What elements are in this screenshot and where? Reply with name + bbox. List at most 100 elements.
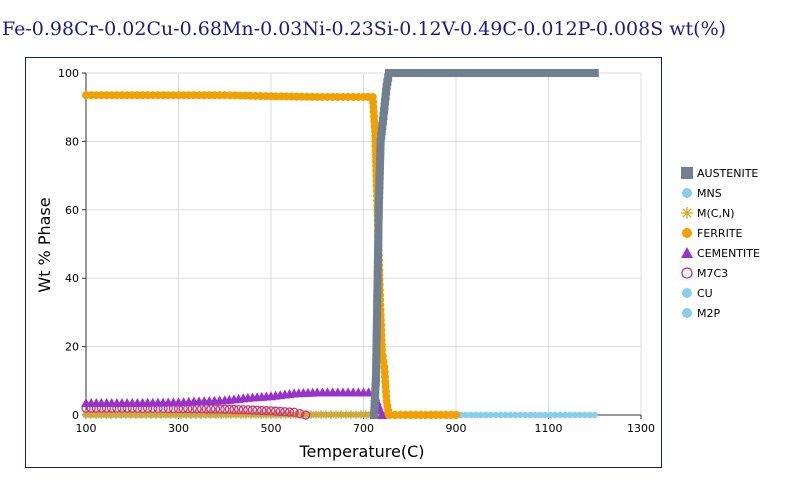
data-point-austenite: [521, 69, 530, 77]
data-point-m-c-n: [116, 410, 126, 419]
data-point-austenite: [469, 69, 478, 77]
data-point-austenite: [376, 156, 385, 165]
data-point-austenite: [371, 382, 380, 391]
data-point-austenite: [374, 205, 383, 214]
data-point-m-c-n: [126, 410, 136, 419]
data-point-austenite: [381, 97, 390, 106]
data-point-austenite: [373, 284, 382, 293]
data-point-m2p: [502, 411, 509, 419]
y-tick-label: 80: [65, 135, 79, 148]
data-point-austenite: [444, 69, 453, 77]
y-tick-label: 100: [58, 67, 79, 80]
data-point-m2p: [467, 411, 475, 419]
data-point-m-c-n: [111, 410, 121, 419]
data-point-austenite: [526, 69, 535, 77]
data-point-m-c-n: [121, 410, 131, 419]
x-tick-label: 1300: [627, 422, 655, 435]
data-point-m-c-n: [341, 410, 351, 419]
data-point-austenite: [382, 87, 391, 96]
data-point-austenite: [567, 69, 576, 77]
data-point-m-c-n: [321, 410, 331, 419]
data-point-austenite: [373, 260, 382, 269]
legend-marker-austenite: [681, 167, 693, 179]
data-point-m-c-n: [106, 410, 116, 419]
data-point-m-c-n: [171, 410, 181, 419]
data-point-m-c-n: [176, 410, 186, 419]
legend-marker-ferrite: [682, 228, 692, 238]
data-point-austenite: [374, 240, 383, 249]
data-point-m7c3: [266, 406, 276, 416]
data-point-m-c-n: [356, 410, 366, 419]
data-point-austenite: [371, 378, 380, 387]
x-tick-label: 700: [353, 422, 374, 435]
data-point-m-c-n: [296, 410, 306, 419]
data-point-m2p: [512, 411, 519, 419]
data-point-austenite: [375, 196, 384, 205]
data-point-austenite: [500, 69, 509, 77]
data-point-austenite: [495, 69, 504, 77]
data-point-austenite: [480, 69, 489, 77]
legend-label-cementite: CEMENTITE: [697, 247, 760, 260]
data-point-m2p: [522, 411, 529, 419]
data-point-austenite: [374, 235, 383, 244]
data-point-austenite: [372, 314, 381, 323]
y-tick-label: 0: [72, 409, 79, 422]
tick-labels: 100 300 500 700 900 1100 1300 0 20 40 60 80 100: [58, 67, 655, 435]
data-point-m-c-n: [186, 410, 196, 419]
data-point-austenite: [511, 69, 520, 77]
data-point-m-c-n: [136, 410, 146, 419]
data-point-austenite: [374, 220, 383, 229]
data-point-m7c3: [210, 404, 221, 414]
data-point-m2p: [546, 411, 554, 419]
data-point-austenite: [379, 111, 388, 120]
data-point-austenite: [449, 69, 458, 77]
data-point-cementite: [377, 410, 387, 419]
data-point-austenite: [423, 69, 432, 77]
data-point-m-c-n: [206, 410, 216, 419]
data-point-austenite: [586, 69, 595, 77]
data-point-m7c3: [220, 404, 230, 414]
data-point-m7c3: [301, 410, 311, 420]
data-point-m7c3: [270, 406, 281, 416]
data-point-m7c3: [243, 405, 253, 415]
y-tick-label: 40: [65, 272, 79, 285]
data-point-austenite: [372, 353, 381, 362]
data-point-m2p: [561, 411, 569, 419]
data-point-m-c-n: [141, 410, 151, 419]
data-point-m-c-n: [96, 410, 106, 419]
data-point-austenite: [372, 358, 381, 367]
data-point-austenite: [372, 338, 381, 347]
data-point-austenite: [459, 69, 468, 77]
data-point-austenite: [536, 69, 545, 77]
data-point-austenite: [374, 250, 383, 259]
data-point-austenite: [576, 69, 585, 77]
data-point-austenite: [418, 69, 427, 77]
data-point-ferrite: [384, 411, 393, 419]
legend-item-cu: CU: [682, 287, 713, 300]
data-point-austenite: [375, 166, 384, 175]
data-point-austenite: [382, 82, 391, 91]
series-austenite: [370, 69, 599, 419]
data-point-m-c-n: [151, 410, 161, 419]
data-point-austenite: [377, 127, 386, 136]
data-point-m7c3: [233, 404, 244, 415]
data-point-m7c3: [252, 405, 262, 415]
data-point-m-c-n: [131, 410, 141, 419]
x-tick-label: 1100: [535, 422, 563, 435]
data-point-m7c3: [206, 404, 216, 414]
data-point-austenite: [581, 69, 590, 77]
legend-label-austenite: AUSTENITE: [697, 167, 758, 180]
data-point-m7c3: [229, 404, 239, 415]
data-point-m7c3: [295, 408, 305, 419]
data-point-austenite: [373, 255, 382, 264]
legend: AUSTENITE MNS M(C,N) FERRITE CEMENTITE M7C3 CU…: [681, 167, 760, 320]
data-point-austenite: [373, 264, 382, 273]
data-point-m-c-n: [161, 410, 171, 419]
data-point-m-c-n: [236, 410, 246, 419]
data-point-austenite: [375, 176, 384, 185]
legend-label-m7c3: M7C3: [697, 267, 728, 280]
data-point-austenite: [380, 102, 389, 111]
data-point-austenite: [374, 215, 383, 224]
data-point-austenite: [439, 69, 448, 77]
legend-label-m-c-n: M(C,N): [697, 207, 734, 220]
